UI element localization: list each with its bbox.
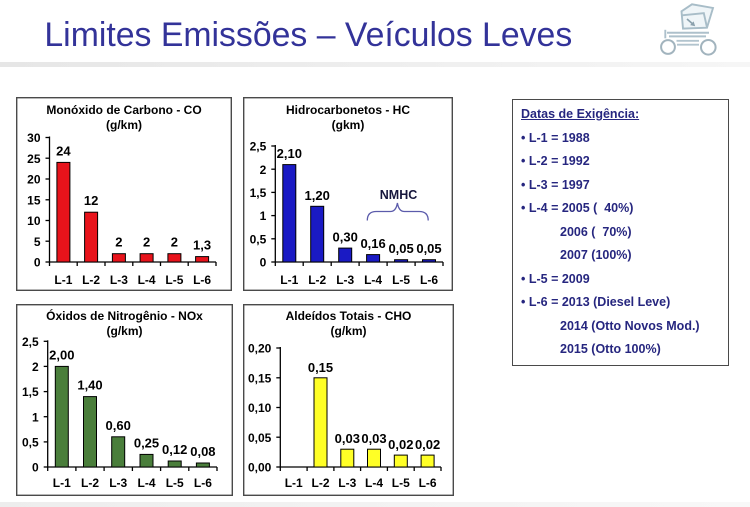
svg-text:L-5: L-5 bbox=[165, 273, 183, 287]
svg-text:1,40: 1,40 bbox=[77, 378, 102, 393]
svg-text:30: 30 bbox=[27, 131, 41, 145]
svg-text:L-6: L-6 bbox=[193, 273, 211, 287]
svg-text:L-3: L-3 bbox=[336, 273, 354, 287]
svg-text:0,03: 0,03 bbox=[335, 431, 360, 446]
svg-text:L-4: L-4 bbox=[138, 476, 156, 490]
svg-text:L-6: L-6 bbox=[419, 476, 437, 490]
svg-text:0,25: 0,25 bbox=[134, 435, 159, 450]
svg-text:2: 2 bbox=[32, 360, 39, 374]
svg-text:0,16: 0,16 bbox=[360, 236, 385, 251]
svg-text:2,5: 2,5 bbox=[22, 335, 39, 349]
svg-text:0,05: 0,05 bbox=[248, 431, 272, 445]
svg-text:L-3: L-3 bbox=[110, 273, 128, 287]
svg-text:Hidrocarbonetos - HC: Hidrocarbonetos - HC bbox=[286, 103, 410, 117]
svg-text:20: 20 bbox=[27, 173, 41, 187]
svg-text:0,15: 0,15 bbox=[308, 360, 333, 375]
svg-text:(g/km): (g/km) bbox=[106, 118, 142, 132]
svg-text:0,15: 0,15 bbox=[248, 371, 272, 385]
svg-text:Óxidos de Nitrogênio - NOx: Óxidos de Nitrogênio - NOx bbox=[46, 308, 203, 323]
svg-text:15: 15 bbox=[27, 193, 41, 207]
svg-text:L-1: L-1 bbox=[280, 273, 298, 287]
svg-text:0,10: 0,10 bbox=[248, 401, 272, 415]
svg-text:Monóxido de Carbono - CO: Monóxido de Carbono - CO bbox=[46, 103, 201, 117]
svg-text:0,05: 0,05 bbox=[416, 241, 441, 256]
svg-text:1: 1 bbox=[32, 410, 39, 424]
svg-text:0,60: 0,60 bbox=[106, 418, 131, 433]
svg-text:(g/km): (g/km) bbox=[331, 324, 367, 338]
svg-text:2: 2 bbox=[115, 235, 122, 250]
svg-text:5: 5 bbox=[34, 235, 41, 249]
svg-text:2: 2 bbox=[260, 163, 267, 177]
svg-text:1,5: 1,5 bbox=[250, 186, 267, 200]
svg-text:(g/km): (g/km) bbox=[107, 324, 143, 338]
svg-text:(gkm): (gkm) bbox=[332, 118, 365, 132]
svg-text:2: 2 bbox=[143, 235, 150, 250]
svg-text:Aldeídos Totais - CHO: Aldeídos Totais - CHO bbox=[286, 309, 412, 323]
svg-text:0,5: 0,5 bbox=[22, 436, 39, 450]
svg-text:12: 12 bbox=[84, 193, 98, 208]
svg-text:0,5: 0,5 bbox=[250, 232, 267, 246]
svg-text:1,3: 1,3 bbox=[193, 238, 211, 253]
svg-text:2,00: 2,00 bbox=[49, 347, 74, 362]
svg-text:L-2: L-2 bbox=[82, 273, 100, 287]
svg-text:0,05: 0,05 bbox=[388, 241, 413, 256]
svg-text:L-4: L-4 bbox=[138, 273, 156, 287]
svg-text:24: 24 bbox=[56, 143, 71, 158]
svg-text:0: 0 bbox=[34, 256, 41, 270]
svg-text:L-1: L-1 bbox=[53, 476, 71, 490]
svg-text:L-2: L-2 bbox=[308, 273, 326, 287]
svg-text:L-1: L-1 bbox=[54, 273, 72, 287]
svg-text:10: 10 bbox=[27, 214, 41, 228]
svg-text:L-6: L-6 bbox=[420, 273, 438, 287]
svg-text:0: 0 bbox=[32, 461, 39, 475]
svg-text:2,10: 2,10 bbox=[277, 146, 302, 161]
svg-text:L-2: L-2 bbox=[81, 476, 99, 490]
svg-text:L-2: L-2 bbox=[312, 476, 330, 490]
svg-text:L-1: L-1 bbox=[285, 476, 303, 490]
svg-text:L-5: L-5 bbox=[392, 476, 410, 490]
svg-text:L-3: L-3 bbox=[109, 476, 127, 490]
svg-text:1: 1 bbox=[260, 209, 267, 223]
svg-text:0: 0 bbox=[260, 256, 267, 270]
svg-text:NMHC: NMHC bbox=[380, 188, 418, 202]
svg-text:25: 25 bbox=[27, 152, 41, 166]
svg-text:0,02: 0,02 bbox=[415, 437, 440, 452]
svg-text:L-5: L-5 bbox=[392, 273, 410, 287]
svg-text:L-3: L-3 bbox=[338, 476, 356, 490]
svg-text:0,00: 0,00 bbox=[248, 461, 272, 475]
svg-text:0,12: 0,12 bbox=[162, 442, 187, 457]
svg-text:L-4: L-4 bbox=[364, 273, 382, 287]
svg-text:0,20: 0,20 bbox=[248, 342, 272, 356]
svg-text:2: 2 bbox=[171, 235, 178, 250]
svg-text:0,30: 0,30 bbox=[333, 230, 358, 245]
svg-text:L-6: L-6 bbox=[194, 476, 212, 490]
svg-text:0,02: 0,02 bbox=[388, 437, 413, 452]
svg-text:2,5: 2,5 bbox=[250, 140, 267, 154]
svg-text:0,08: 0,08 bbox=[190, 444, 215, 459]
svg-text:L-5: L-5 bbox=[166, 476, 184, 490]
svg-text:L-4: L-4 bbox=[365, 476, 383, 490]
svg-text:1,20: 1,20 bbox=[305, 188, 330, 203]
svg-text:0,03: 0,03 bbox=[361, 431, 386, 446]
svg-text:1,5: 1,5 bbox=[22, 385, 39, 399]
